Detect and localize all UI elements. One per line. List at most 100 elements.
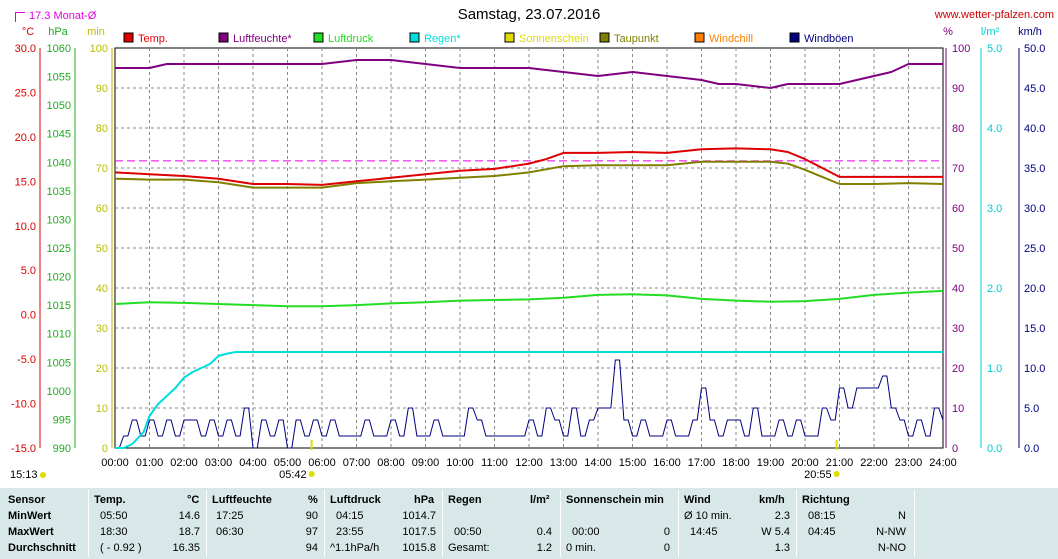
max-rain-time: 00:50 — [454, 526, 482, 538]
min-temp-time: 05:50 — [100, 510, 128, 522]
legend-label: Regen* — [424, 33, 461, 45]
header-humidity-unit: % — [308, 494, 318, 506]
total-rain-label: Gesamt: — [448, 542, 490, 554]
legend-label: Windböen — [804, 33, 854, 45]
site-url[interactable]: www.wetter-pfalzen.com — [934, 9, 1054, 21]
legend-label: Sonnenschein — [519, 33, 589, 45]
legend-label: Temp. — [138, 33, 168, 45]
series-line — [114, 160, 944, 189]
header-temp: Temp. — [94, 494, 126, 506]
wind-tick-label: 25.0 — [1024, 243, 1045, 255]
temp-tick-label: 0.0 — [21, 310, 36, 322]
pressure-tick-label: 1060 — [47, 43, 71, 55]
max-wind-value: W 5.4 — [761, 526, 790, 538]
minutes-unit-label: min — [87, 26, 105, 38]
chart-title: Samstag, 23.07.2016 — [457, 6, 601, 23]
temp-tick-label: -10.0 — [11, 399, 36, 411]
wind-tick-label: 30.0 — [1024, 203, 1045, 215]
legend-label: Luftfeuchte* — [233, 33, 292, 45]
legend-label: Windchill — [709, 33, 753, 45]
rain-tick-label: 1.0 — [987, 363, 1002, 375]
header-wind: Wind — [684, 494, 711, 506]
legend-swatch — [123, 32, 134, 43]
wind-tick-label: 20.0 — [1024, 283, 1045, 295]
minutes-tick-label: 10 — [96, 403, 108, 415]
header-pressure-unit: hPa — [414, 494, 435, 506]
avg-wind-value: 1.3 — [774, 542, 790, 554]
minutes-tick-label: 30 — [96, 323, 108, 335]
wind-tick-label: 5.0 — [1024, 403, 1039, 415]
row-label-max: MaxWert — [8, 526, 54, 538]
pressure-unit-label: hPa — [48, 26, 68, 38]
wind-tick-label: 0.0 — [1024, 443, 1039, 455]
stats-separator — [678, 490, 679, 557]
pressure-tick-label: 1010 — [47, 329, 71, 341]
plot-grid — [114, 47, 944, 449]
legend-swatch — [313, 32, 324, 43]
month-avg-icon — [15, 12, 25, 22]
humidity-tick-label: 70 — [952, 163, 964, 175]
rain-tick-label: 0.0 — [987, 443, 1002, 455]
time-tick-label: 01:00 — [136, 457, 164, 469]
max-dir-time: 04:45 — [808, 526, 836, 538]
time-tick-label: 02:00 — [170, 457, 198, 469]
max-temp-time: 18:30 — [100, 526, 128, 538]
avg-temp-diff: ( - 0.92 ) — [100, 542, 142, 554]
time-tick-label: 20:00 — [791, 457, 819, 469]
humidity-tick-label: 50 — [952, 243, 964, 255]
stats-separator — [796, 490, 797, 557]
legend-label: Luftdruck — [328, 33, 374, 45]
pressure-tick-label: 1045 — [47, 129, 71, 141]
pressure-tick-label: 990 — [53, 443, 71, 455]
time-tick-label: 04:00 — [239, 457, 267, 469]
stats-separator — [324, 490, 325, 557]
max-temp-value: 18.7 — [178, 526, 200, 538]
max-wind-time: 14:45 — [690, 526, 718, 538]
min-dir-value: N — [898, 510, 906, 522]
series-line — [115, 359, 944, 449]
stats-table: Sensor Temp. °C Luftfeuchte % Luftdruck … — [0, 488, 1058, 559]
header-direction: Richtung — [802, 494, 850, 506]
time-tick-label: 07:00 — [343, 457, 371, 469]
humidity-tick-label: 20 — [952, 363, 964, 375]
sunrise-time-label: 05:42 — [279, 469, 307, 481]
header-sensor: Sensor — [8, 494, 46, 506]
time-tick-label: 10:00 — [446, 457, 474, 469]
temp-tick-label: -5.0 — [17, 354, 36, 366]
rain-tick-label: 3.0 — [987, 203, 1002, 215]
temp-tick-label: -15.0 — [11, 443, 36, 455]
wind-tick-label: 35.0 — [1024, 163, 1045, 175]
rain-unit-label: l/m² — [981, 26, 1000, 38]
min-hum-time: 17:25 — [216, 510, 244, 522]
legend-swatch — [694, 32, 705, 43]
avg-press-value: 1015.8 — [402, 542, 436, 554]
last-update-label: 15:13 — [10, 469, 38, 481]
max-dir-value: N-NW — [876, 526, 906, 538]
min-press-time: 04:15 — [336, 510, 364, 522]
humidity-tick-label: 40 — [952, 283, 964, 295]
header-wind-unit: km/h — [759, 494, 785, 506]
legend-swatch — [218, 32, 229, 43]
pressure-tick-label: 1050 — [47, 100, 71, 112]
wind-unit-label: km/h — [1018, 26, 1042, 38]
min-press-value: 1014.7 — [402, 510, 436, 522]
avg-hum-value: 94 — [305, 542, 318, 554]
rain-tick-label: 4.0 — [987, 123, 1002, 135]
humidity-tick-label: 90 — [952, 83, 964, 95]
temp-tick-label: 30.0 — [15, 43, 36, 55]
header-rain-unit: l/m² — [530, 494, 550, 506]
stats-separator — [914, 490, 915, 557]
max-sun-time: 00:00 — [572, 526, 600, 538]
header-rain: Regen — [448, 494, 482, 506]
header-sunshine: Sonnenschein min — [566, 494, 664, 506]
sunrise-icon — [308, 471, 315, 477]
temp-tick-label: 20.0 — [15, 132, 36, 144]
pressure-tick-label: 1000 — [47, 386, 71, 398]
minutes-tick-label: 0 — [102, 443, 108, 455]
max-press-value: 1017.5 — [402, 526, 436, 538]
pressure-tick-label: 1025 — [47, 243, 71, 255]
humidity-tick-label: 30 — [952, 323, 964, 335]
series-line — [115, 351, 943, 449]
chart-marks — [114, 59, 944, 449]
pressure-tick-label: 1055 — [47, 72, 71, 84]
